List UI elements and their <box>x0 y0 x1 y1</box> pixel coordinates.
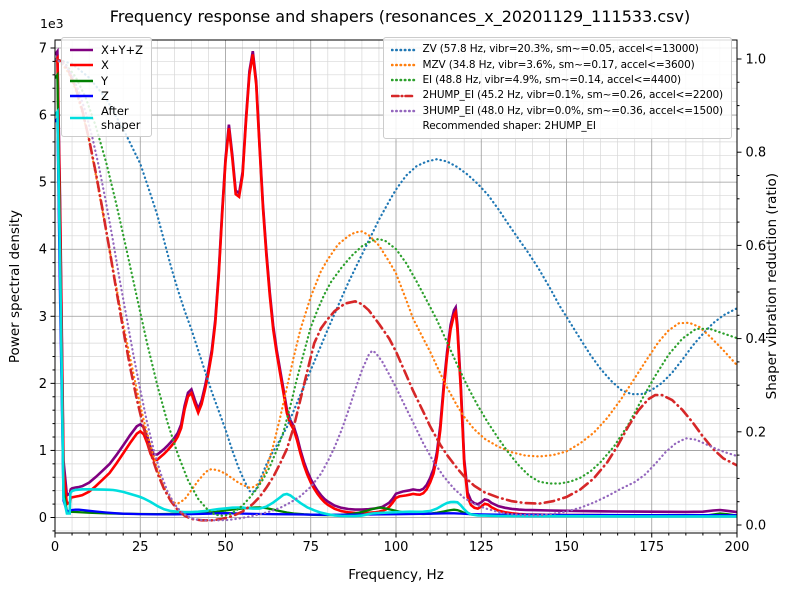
legend-item-ei: EI (48.8 Hz, vibr=4.9%, sm~=0.14, accel<… <box>390 73 723 88</box>
y-left-tick-label: 2 <box>39 377 47 392</box>
y-left-tick-label: 4 <box>39 243 47 258</box>
y-right-tick-label: 0.0 <box>746 519 767 534</box>
x-axis-label: Frequency, Hz <box>348 567 444 583</box>
legend-item-y: Y <box>69 73 143 89</box>
y-right-tick-label: 0.6 <box>746 239 767 254</box>
legend-label: ZV (57.8 Hz, vibr=20.3%, sm~=0.05, accel… <box>422 43 699 56</box>
legend-label: MZV (34.8 Hz, vibr=3.6%, sm~=0.17, accel… <box>422 58 695 71</box>
chart-title: Frequency response and shapers (resonanc… <box>109 7 691 26</box>
series-zv <box>55 57 737 494</box>
legend-swatch-x <box>70 63 93 67</box>
legend-label: X <box>101 58 109 73</box>
legend-recommended-shaper: Recommended shaper: 2HUMP_EI <box>391 119 723 134</box>
legend-item-hump3_ei: 3HUMP_EI (48.0 Hz, vibr=0.0%, sm~=0.36, … <box>390 104 724 119</box>
legend-item-zv: ZV (57.8 Hz, vibr=20.3%, sm~=0.05, accel… <box>390 42 723 57</box>
y-right-tick-label: 0.8 <box>746 146 767 161</box>
series-after_shaper <box>55 107 737 518</box>
tick-marks <box>50 47 742 538</box>
legend-swatch-y <box>70 79 93 83</box>
series-x <box>55 54 737 518</box>
legend-swatch-after_shaper <box>70 116 93 120</box>
y-left-tick-label: 0 <box>39 511 47 526</box>
series-ei <box>55 57 737 517</box>
y-left-tick-label: 3 <box>39 310 47 325</box>
x-tick-label: 50 <box>217 540 234 555</box>
legend-item-z: Z <box>69 89 143 105</box>
x-tick-label: 0 <box>51 540 59 555</box>
legend-item-hump2_ei: 2HUMP_EI (45.2 Hz, vibr=0.1%, sm~=0.26, … <box>390 88 724 103</box>
x-tick-label: 150 <box>554 540 579 555</box>
legend-item-x: X <box>69 58 143 74</box>
y-left-tick-label: 1 <box>39 444 47 459</box>
legend-swatch-ei <box>390 79 416 82</box>
x-tick-label: 25 <box>132 540 149 555</box>
series-hump3_ei <box>55 57 737 522</box>
legend-item-after_shaper: After shaper <box>69 104 143 132</box>
y-right-tick-label: 1.0 <box>746 53 767 68</box>
legend-swatch-mzv <box>390 63 416 67</box>
legend-item-mzv: MZV (34.8 Hz, vibr=3.6%, sm~=0.17, accel… <box>390 57 723 72</box>
y-axis-offset-label: 1e3 <box>40 16 64 31</box>
series-group <box>55 47 737 522</box>
psd-legend: X+Y+Z X Y Z After shaper <box>61 37 153 137</box>
legend-swatch-xyz <box>70 48 93 52</box>
x-tick-label: 200 <box>725 540 750 555</box>
legend-swatch-hump3_ei <box>390 109 416 113</box>
y-axis-label-right: Shaper vibration reduction (ratio) <box>764 173 780 400</box>
y-left-tick-label: 5 <box>39 176 47 191</box>
grid-minor <box>55 40 737 533</box>
legend-swatch-z <box>70 94 93 98</box>
tick-labels: 0 25 50 75 100 125 150 175 200 0 1 2 3 4 5 6 7 0.0 0.2 0.4 0… <box>39 42 766 556</box>
legend-label: After shaper <box>101 104 141 132</box>
legend-label: Y <box>101 73 109 88</box>
x-tick-label: 125 <box>469 540 494 555</box>
legend-label: Z <box>101 89 109 104</box>
series-hump2_ei <box>55 57 737 522</box>
x-tick-label: 100 <box>384 540 409 555</box>
legend-swatch-zv <box>390 48 416 51</box>
legend-swatch-hump2_ei <box>390 94 416 98</box>
x-tick-label: 175 <box>639 540 664 555</box>
series-mzv <box>55 57 737 505</box>
legend-label: 2HUMP_EI (45.2 Hz, vibr=0.1%, sm~=0.26, … <box>422 89 724 102</box>
legend-label: 3HUMP_EI (48.0 Hz, vibr=0.0%, sm~=0.36, … <box>422 104 724 117</box>
y-right-tick-label: 0.2 <box>746 425 767 440</box>
legend-label: X+Y+Z <box>101 42 144 57</box>
y-right-tick-label: 0.4 <box>746 332 767 347</box>
x-tick-label: 75 <box>302 540 319 555</box>
y-axis-label-left: Power spectral density <box>7 209 23 364</box>
legend-item-xyz: X+Y+Z <box>69 42 143 58</box>
y-left-tick-label: 6 <box>39 109 47 124</box>
y-left-tick-label: 7 <box>39 42 47 57</box>
legend-label: EI (48.8 Hz, vibr=4.9%, sm~=0.14, accel<… <box>422 73 682 86</box>
legend-footer-label: Recommended shaper: 2HUMP_EI <box>422 120 596 133</box>
shaper-legend: ZV (57.8 Hz, vibr=20.3%, sm~=0.05, accel… <box>382 37 732 140</box>
